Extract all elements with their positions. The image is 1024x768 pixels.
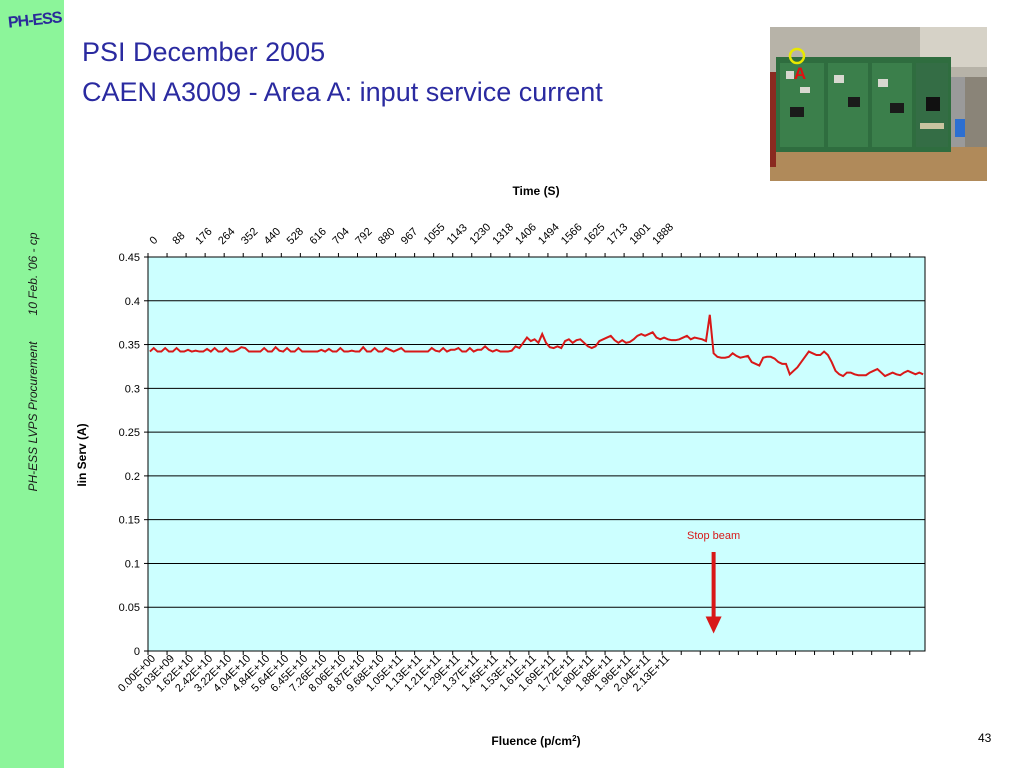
slide-title: PSI December 2005 CAEN A3009 - Area A: i… (82, 32, 603, 112)
top-tick-label: 528 (285, 226, 306, 247)
top-tick-label: 352 (239, 226, 260, 247)
top-tick-label: 1406 (513, 221, 539, 247)
y-tick-label: 0.2 (125, 471, 140, 483)
y-axis-tick-labels: 0 0.05 0.1 0.15 0.2 0.25 0.3 0.35 0.4 0.45 (119, 252, 140, 658)
y-tick-label: 0.05 (119, 602, 140, 614)
stop-beam-annotation: Stop beam (687, 530, 740, 634)
top-tick-label: 264 (216, 226, 237, 247)
ph-ess-logo: PH-ESS (4, 10, 62, 36)
logo-text: PH-ESS (7, 10, 62, 32)
x-axis-title: Fluence (p/cm2) (491, 734, 580, 749)
stop-beam-label: Stop beam (687, 530, 740, 542)
top-tick-label: 967 (399, 226, 420, 247)
top-tick-label: 1625 (582, 221, 608, 247)
page-number: 43 (978, 731, 992, 745)
top-tick-label: 88 (170, 230, 187, 247)
plot-area (147, 256, 926, 652)
slide-title-line-2: CAEN A3009 - Area A: input service curre… (82, 77, 603, 107)
sidebar-footer-date: 10 Feb. '06 - cp (26, 232, 40, 316)
x-axis-title-superscript: 2 (572, 734, 577, 743)
y-tick-label: 0 (134, 646, 140, 658)
sidebar: PH-ESS PH-ESS LVPS Procurement 10 Feb. '0… (0, 0, 64, 768)
region-a-marker-circle (788, 47, 806, 65)
top-tick-label: 1318 (490, 221, 516, 247)
top-tick-label: 704 (330, 226, 351, 247)
series-line (149, 314, 924, 378)
x-axis-title-text: Fluence (p/cm (491, 734, 572, 748)
y-tick-label: 0.3 (125, 383, 140, 395)
service-current-chart: Time (S) 0 88 176 264 352 440 528 616 704 792 880 9… (75, 184, 926, 749)
top-tick-label: 440 (262, 226, 283, 247)
y-tick-label: 0.15 (119, 515, 140, 527)
top-tick-label: 1494 (536, 221, 562, 247)
top-tick-label: 1801 (627, 221, 653, 247)
y-tick-label: 0.25 (119, 427, 140, 439)
top-tick-label: 176 (193, 226, 214, 247)
top-tick-label: 1888 (650, 221, 676, 247)
top-tick-label: 1055 (422, 221, 448, 247)
y-tick-label: 0.35 (119, 340, 140, 352)
x-axis-tick-marks (147, 253, 911, 655)
gridlines (144, 256, 925, 652)
top-tick-label: 0 (148, 234, 161, 247)
top-axis-title: Time (S) (512, 184, 559, 198)
power-supply-board-photo: A (770, 27, 987, 181)
y-axis-title: Iin Serv (A) (75, 423, 89, 486)
top-tick-label: 1230 (467, 221, 493, 247)
top-tick-label: 1713 (605, 221, 631, 247)
y-tick-label: 0.4 (125, 296, 140, 308)
top-axis-tick-labels: 0 88 176 264 352 440 528 616 704 792 880 967 1055114… (148, 221, 677, 247)
x-axis-title-suffix: ) (577, 734, 581, 748)
sidebar-footer-text: PH-ESS LVPS Procurement (26, 341, 40, 492)
y-tick-label: 0.45 (119, 252, 140, 264)
top-tick-label: 880 (376, 226, 397, 247)
region-a-label: A (794, 64, 806, 83)
top-tick-label: 792 (353, 226, 374, 247)
top-tick-label: 1566 (559, 221, 585, 247)
top-tick-label: 616 (308, 226, 329, 247)
slide-title-line-1: PSI December 2005 (82, 37, 326, 67)
x-axis-tick-labels: 0.00E+008.03E+091.62E+102.42E+103.22E+10… (116, 653, 672, 695)
stop-beam-arrow-head (705, 616, 722, 634)
y-tick-label: 0.1 (125, 558, 140, 570)
top-tick-label: 1143 (445, 222, 470, 247)
